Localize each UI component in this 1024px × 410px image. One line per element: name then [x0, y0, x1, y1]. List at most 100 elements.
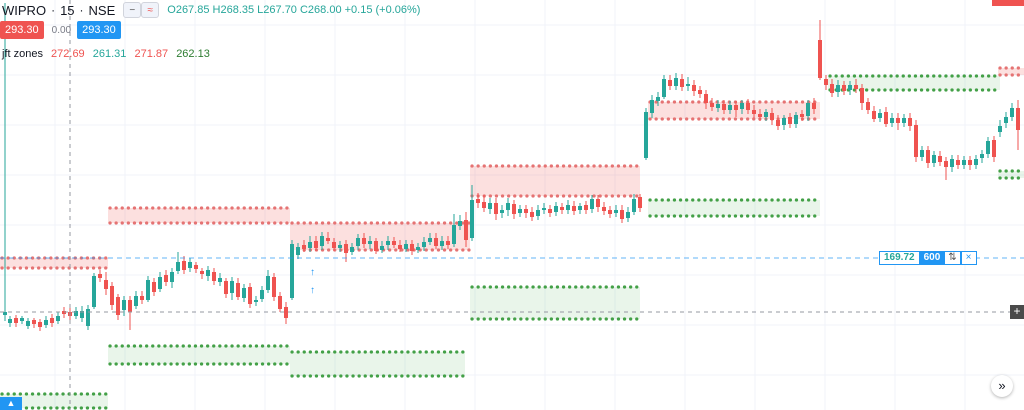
candle — [914, 120, 918, 162]
candle — [500, 205, 504, 218]
candle — [830, 79, 834, 97]
candle — [776, 115, 780, 130]
symbol-row: WIPRO · 15 · NSE − ≈ O267.85 H268.35 L26… — [2, 2, 420, 18]
minus-icon[interactable]: − — [123, 2, 142, 18]
indicator-legend[interactable]: jft zones 272.69 261.31 271.87 262.13 — [2, 48, 215, 60]
candle-body — [692, 85, 696, 91]
candle-body — [194, 265, 198, 269]
candle-body — [860, 88, 864, 103]
candle-body — [488, 203, 492, 209]
candle — [494, 198, 498, 220]
candle-body — [440, 241, 444, 246]
candle — [368, 236, 372, 249]
candle — [770, 108, 774, 125]
candle-body — [92, 276, 96, 307]
candle-body — [3, 312, 7, 315]
candle-body — [950, 159, 954, 167]
candle — [362, 233, 366, 248]
candle-body — [518, 209, 522, 213]
candle — [644, 108, 648, 160]
demand-zone-fill — [0, 394, 108, 408]
plus-icon[interactable]: + — [1010, 305, 1024, 319]
candle — [650, 95, 654, 118]
candle-body — [998, 126, 1002, 132]
candle — [200, 268, 204, 279]
double-chevron-right-icon[interactable]: » — [991, 375, 1013, 397]
candle — [746, 99, 750, 114]
candle-body — [542, 208, 546, 210]
candle — [56, 312, 60, 324]
candle-body — [236, 283, 240, 297]
candle — [872, 106, 876, 122]
candle-body — [902, 118, 906, 123]
candle — [44, 316, 48, 328]
candle — [242, 284, 246, 302]
supply-zone-fill — [470, 166, 640, 196]
demand-zone-fill — [998, 171, 1024, 178]
candle — [662, 75, 666, 99]
candle-body — [284, 307, 288, 318]
candle-body — [968, 160, 972, 165]
candle — [848, 81, 852, 95]
order-price[interactable]: 169.72 — [879, 251, 920, 265]
wave-icon[interactable]: ≈ — [141, 2, 160, 18]
supply-zone-fill — [0, 258, 108, 268]
symbol-label[interactable]: WIPRO — [2, 2, 47, 18]
reverse-icon[interactable]: ⇅ — [944, 251, 961, 265]
candle-body — [302, 245, 306, 249]
candle — [482, 195, 486, 212]
candle-body — [458, 221, 462, 226]
indicator-value: 271.87 — [134, 48, 169, 60]
candle-body — [728, 105, 732, 110]
supply-zone — [470, 164, 642, 198]
candle-body — [776, 120, 780, 126]
interval-label[interactable]: 15 — [60, 2, 75, 18]
candle-body — [164, 275, 168, 282]
separator: · — [51, 3, 56, 17]
candle-body — [674, 78, 678, 86]
candle — [506, 198, 510, 216]
candle-body — [470, 200, 474, 238]
candle — [632, 194, 636, 215]
close-icon[interactable]: × — [960, 251, 977, 265]
arrow-up-icon: ↑ — [310, 267, 315, 278]
candle — [92, 273, 96, 309]
sell-button[interactable]: 293.30 — [0, 21, 44, 39]
candle-body — [476, 199, 480, 203]
candle — [146, 276, 150, 302]
buy-button[interactable]: 293.30 — [77, 21, 121, 39]
candle — [8, 316, 12, 327]
candle-body — [986, 141, 990, 154]
candle — [50, 314, 54, 327]
candle-body — [602, 207, 606, 211]
candle — [920, 146, 924, 161]
candle-body — [272, 277, 276, 297]
candle — [32, 318, 36, 328]
candle-body — [80, 311, 84, 318]
candle-body — [620, 210, 624, 219]
candle-body — [224, 281, 228, 294]
candle — [404, 240, 408, 252]
candle-body — [770, 113, 774, 120]
demand-zone — [108, 344, 292, 366]
candle-layer — [3, 3, 1020, 331]
candle — [386, 236, 390, 250]
candle-body — [56, 316, 60, 321]
candle-body — [800, 114, 804, 117]
order-quantity[interactable]: 600 — [919, 251, 945, 265]
candle-body — [26, 321, 30, 326]
candle-body — [584, 205, 588, 210]
candle-body — [872, 111, 876, 119]
candle — [512, 200, 516, 219]
candle-body — [554, 206, 558, 212]
candle — [680, 74, 684, 91]
candle-body — [824, 79, 828, 85]
order-line-label[interactable]: 169.72 600 ⇅ × — [879, 251, 977, 265]
candle-body — [818, 40, 822, 78]
candle-body — [242, 288, 246, 298]
candle-body — [344, 244, 348, 253]
candle-body — [278, 296, 282, 309]
zone-layer — [0, 66, 1024, 410]
